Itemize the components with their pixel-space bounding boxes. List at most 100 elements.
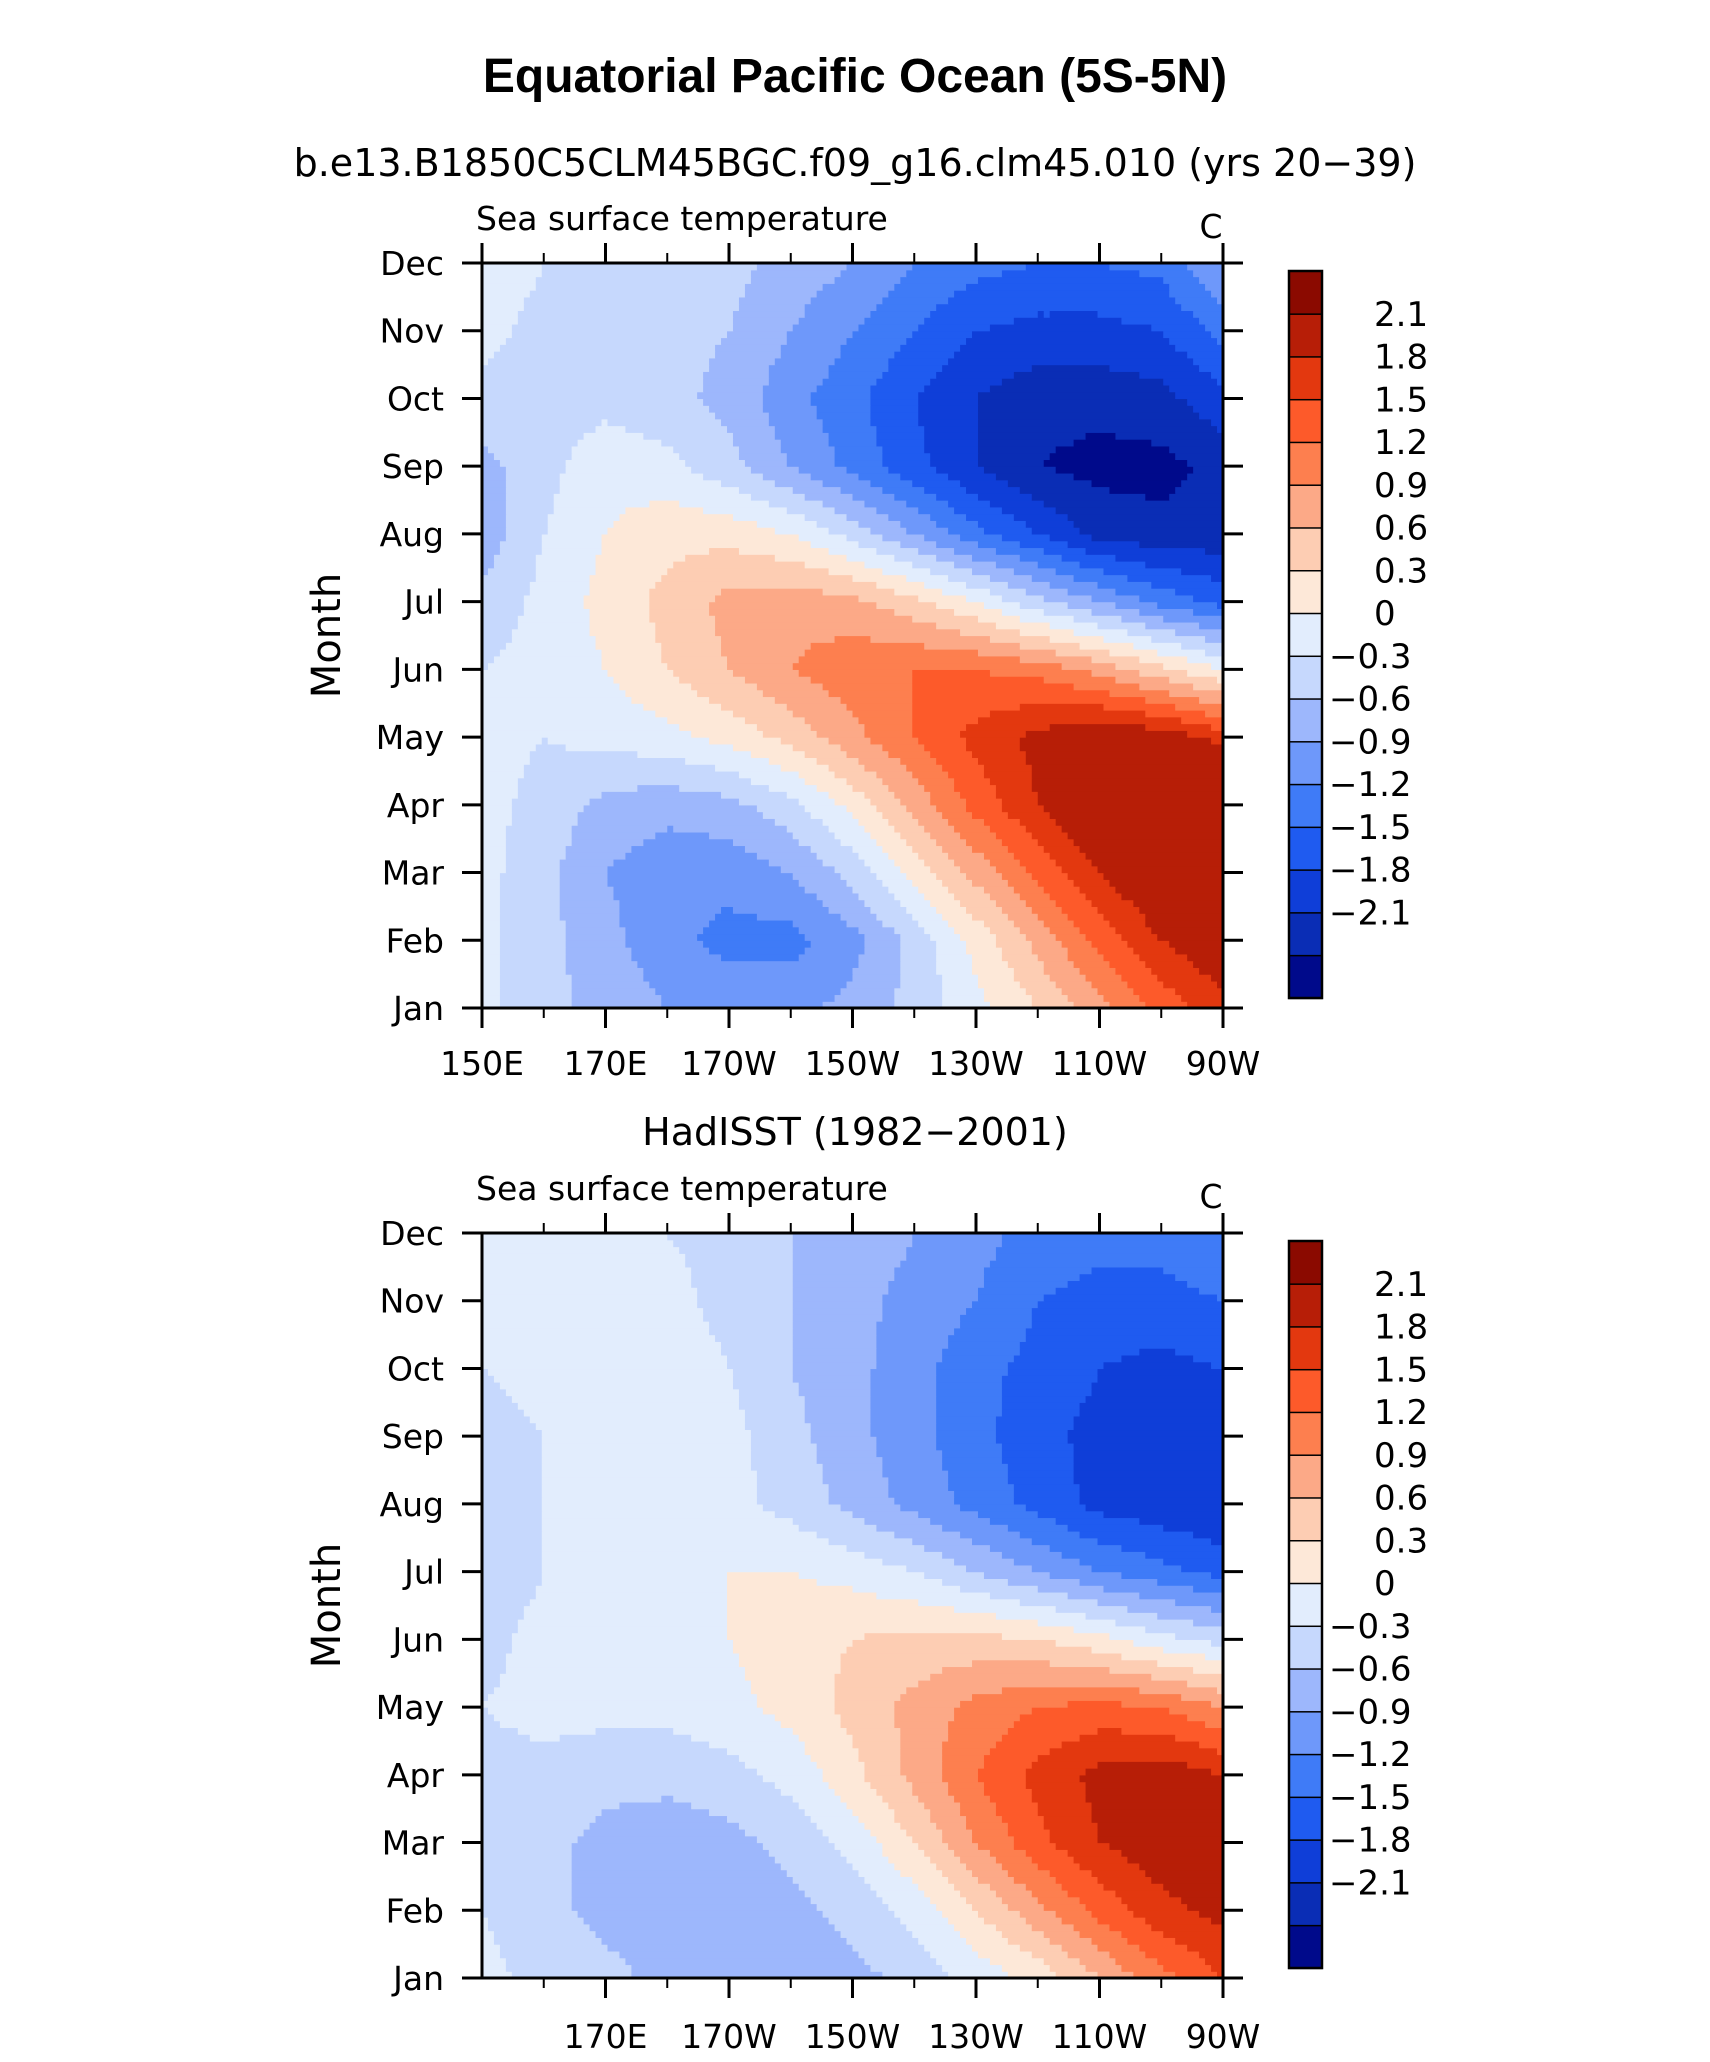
contour-cell bbox=[482, 1266, 692, 1275]
contour-cell bbox=[762, 384, 818, 393]
contour-cell bbox=[1037, 1808, 1093, 1817]
contour-cell bbox=[601, 547, 710, 555]
contour-cell bbox=[482, 1801, 621, 1810]
contour-cell bbox=[1151, 581, 1223, 589]
contour-cell bbox=[1073, 919, 1111, 928]
contour-cell bbox=[1163, 276, 1200, 284]
y-tick-label: May bbox=[376, 718, 444, 757]
contour-cell bbox=[977, 276, 1164, 284]
contour-cell bbox=[858, 818, 889, 826]
contour-cell bbox=[804, 804, 848, 813]
contour-cell bbox=[858, 892, 895, 901]
contour-cell bbox=[768, 378, 824, 386]
contour-cell bbox=[882, 459, 931, 467]
contour-cell bbox=[888, 1856, 931, 1864]
contour-cell bbox=[482, 1388, 507, 1397]
colorbar-label: 0.6 bbox=[1374, 509, 1428, 549]
contour-cell bbox=[721, 906, 734, 914]
contour-cell bbox=[989, 635, 1051, 643]
contour-cell bbox=[482, 919, 501, 928]
contour-cell bbox=[1199, 1950, 1223, 1959]
contour-cell bbox=[810, 391, 872, 400]
contour-cell bbox=[954, 1707, 1033, 1715]
contour-cell bbox=[1103, 913, 1146, 921]
contour-cell bbox=[1061, 1917, 1099, 1925]
contour-cell bbox=[744, 1409, 806, 1417]
contour-cell bbox=[912, 615, 979, 623]
contour-cell bbox=[482, 493, 507, 501]
contour-cell bbox=[571, 1856, 776, 1864]
contour-cell bbox=[589, 628, 656, 637]
contour-cell bbox=[1049, 1544, 1123, 1552]
contour-cell bbox=[792, 1246, 907, 1254]
contour-cell bbox=[559, 872, 609, 880]
contour-cell bbox=[822, 818, 860, 826]
contour-cell bbox=[792, 1795, 842, 1803]
panel-left-label: Sea surface temperature bbox=[476, 199, 888, 238]
contour-cell bbox=[583, 1917, 830, 1925]
contour-cell bbox=[798, 533, 848, 542]
contour-cell bbox=[1085, 432, 1117, 440]
contour-cell bbox=[750, 1429, 812, 1437]
contour-cell bbox=[870, 1829, 907, 1837]
contour-cell bbox=[942, 974, 979, 982]
contour-cell bbox=[1121, 1571, 1212, 1580]
contour-cell bbox=[523, 608, 591, 616]
contour-cell bbox=[1169, 283, 1206, 291]
contour-cell bbox=[1109, 879, 1223, 887]
contour-cell bbox=[541, 1442, 752, 1451]
contour-cell bbox=[571, 1849, 770, 1857]
contour-cell bbox=[589, 588, 650, 596]
contour-cell bbox=[715, 412, 770, 420]
contour-cell bbox=[912, 1781, 949, 1789]
contour-cell bbox=[1043, 886, 1081, 894]
contour-cell bbox=[482, 906, 501, 914]
contour-cell bbox=[738, 303, 806, 312]
colorbar-box bbox=[1288, 1838, 1323, 1884]
contour-cell bbox=[1073, 615, 1123, 623]
contour-cell bbox=[1049, 1659, 1158, 1668]
contour-cell bbox=[834, 1686, 907, 1695]
y-tick-label: Nov bbox=[380, 312, 444, 351]
contour-cell bbox=[864, 1551, 943, 1559]
contour-cell bbox=[482, 1666, 507, 1674]
contour-cell bbox=[942, 1578, 1009, 1586]
contour-cell bbox=[924, 486, 967, 494]
colorbar-label: −1.8 bbox=[1329, 1821, 1412, 1861]
contour-cell bbox=[804, 1409, 872, 1417]
contour-cell bbox=[798, 1801, 848, 1810]
contour-cell bbox=[511, 323, 734, 332]
contour-cell bbox=[482, 872, 501, 880]
contour-cell bbox=[1013, 1876, 1057, 1884]
contour-cell bbox=[482, 886, 501, 894]
contour-cell bbox=[995, 561, 1039, 569]
contour-cell bbox=[499, 1944, 609, 1952]
contour-cell bbox=[1193, 1619, 1223, 1627]
contour-cell bbox=[995, 472, 1075, 481]
contour-cell bbox=[631, 845, 746, 853]
contour-cell bbox=[1163, 1266, 1223, 1275]
contour-cell bbox=[977, 980, 1021, 989]
contour-cell bbox=[505, 831, 573, 840]
colorbar-label: −0.9 bbox=[1329, 1692, 1412, 1732]
contour-cell bbox=[1091, 533, 1223, 542]
contour-cell bbox=[1079, 926, 1117, 935]
contour-cell bbox=[894, 283, 967, 291]
contour-cell bbox=[577, 1910, 824, 1918]
contour-cell bbox=[589, 615, 650, 623]
contour-cell bbox=[571, 974, 644, 982]
contour-cell bbox=[876, 439, 925, 447]
contour-cell bbox=[977, 418, 1212, 427]
contour-cell bbox=[505, 1957, 627, 1966]
contour-cell bbox=[1025, 263, 1111, 271]
contour-cell bbox=[721, 1348, 794, 1356]
contour-cell bbox=[822, 378, 877, 386]
contour-cell bbox=[1019, 737, 1212, 745]
contour-cell bbox=[942, 879, 973, 887]
contour-cell bbox=[989, 1849, 1027, 1857]
contour-cell bbox=[1079, 1957, 1117, 1966]
contour-cell bbox=[774, 1856, 848, 1864]
contour-cell bbox=[1103, 872, 1223, 880]
contour-cell bbox=[499, 649, 603, 657]
contour-cell bbox=[613, 892, 818, 901]
